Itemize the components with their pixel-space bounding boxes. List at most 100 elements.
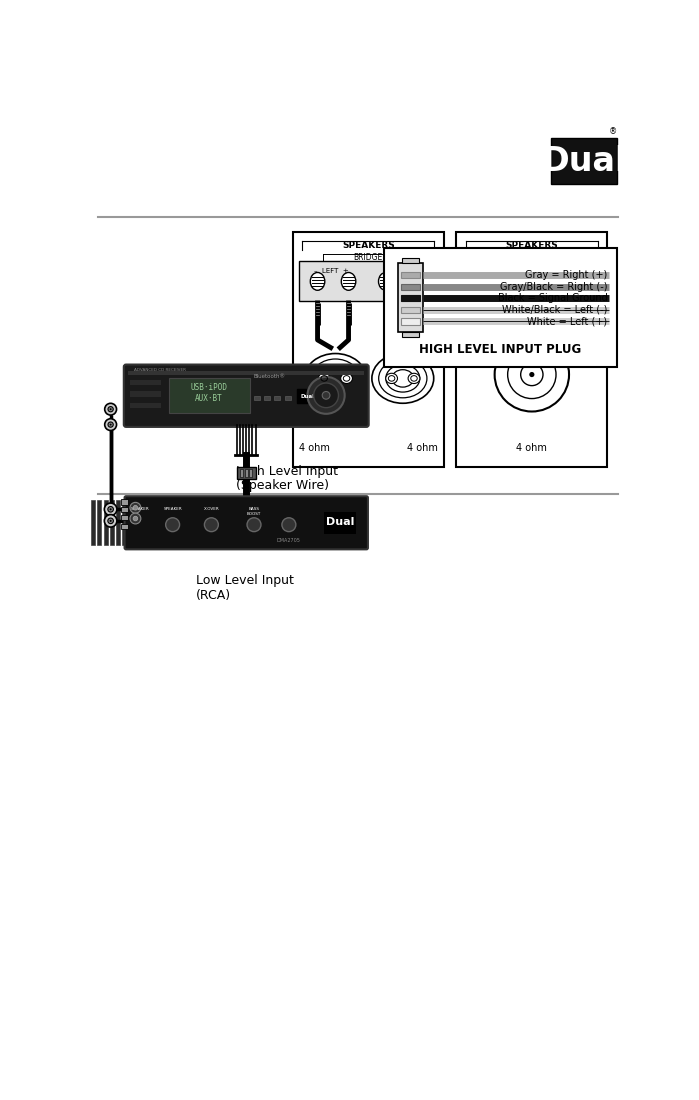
Circle shape [133,516,138,520]
Ellipse shape [378,273,393,290]
Bar [401,272,420,278]
Circle shape [110,424,112,426]
Bar [402,332,419,337]
Text: 4 ohm: 4 ohm [299,442,330,453]
Text: Dual: Dual [301,394,315,398]
Bar [401,307,420,312]
Bar [274,396,280,400]
Text: ®: ® [608,126,617,136]
Text: White/Black = Left (-): White/Black = Left (-) [502,305,607,315]
Bar [92,500,95,546]
Circle shape [110,408,112,410]
Text: Dual: Dual [326,517,354,527]
Ellipse shape [318,373,330,384]
Text: USB·iPOD: USB·iPOD [191,383,228,392]
Circle shape [108,518,113,524]
Text: BRIDGE: BRIDGE [517,253,547,262]
Text: BASS
BOOST: BASS BOOST [247,507,261,516]
Circle shape [105,404,117,415]
Circle shape [105,419,117,430]
Bar [384,248,617,367]
Bar [237,466,256,478]
Circle shape [322,392,330,399]
Ellipse shape [474,273,489,290]
Circle shape [247,518,261,531]
Bar [129,371,364,374]
Bar [130,392,161,397]
Bar [398,263,423,332]
Bar [285,396,291,400]
Bar [97,500,101,546]
Bar [296,389,318,403]
Circle shape [133,506,138,510]
Bar [293,232,444,466]
Bar [324,513,356,534]
Bar [122,524,128,529]
Bar [254,396,260,400]
Circle shape [108,407,113,411]
Ellipse shape [542,273,556,290]
Circle shape [495,338,569,411]
Ellipse shape [575,273,589,290]
Text: AUX·BT: AUX·BT [195,394,223,403]
Text: Gray/Black = Right (-): Gray/Black = Right (-) [500,282,607,292]
Circle shape [166,518,180,531]
Circle shape [108,506,113,513]
Bar [401,284,420,290]
Ellipse shape [411,273,426,290]
Text: ADVANCED CD RECEIVER: ADVANCED CD RECEIVER [134,368,186,372]
FancyBboxPatch shape [124,496,368,549]
Bar [401,295,420,301]
Bar [401,318,420,324]
Circle shape [104,503,117,516]
Text: Gray = Right (+): Gray = Right (+) [525,271,607,281]
Text: High Level Input
(Speaker Wire): High Level Input (Speaker Wire) [236,464,338,493]
Text: –  LEFT  +: – LEFT + [477,267,512,274]
Bar [168,377,250,412]
FancyBboxPatch shape [124,364,368,427]
Bar [122,500,126,546]
Circle shape [110,520,112,521]
Text: DMA2705: DMA2705 [277,538,301,542]
Bar [456,232,607,466]
Circle shape [314,383,338,408]
Ellipse shape [310,273,325,290]
Text: 4 ohm: 4 ohm [517,442,547,453]
Text: –  RIGHT  +: – RIGHT + [549,267,589,274]
Text: X-OVER: X-OVER [203,507,219,512]
Text: Low Level Input
(RCA): Low Level Input (RCA) [196,574,294,602]
Circle shape [130,513,141,524]
Bar [245,470,248,477]
Text: BRIDGE: BRIDGE [354,253,383,262]
Text: Bluetooth®: Bluetooth® [254,374,285,378]
Circle shape [104,515,117,527]
Bar [299,262,438,301]
Text: SPEAKER: SPEAKER [131,507,150,512]
Circle shape [130,503,141,514]
Circle shape [308,377,345,414]
Bar [240,470,243,477]
Text: 4 ohm: 4 ohm [407,442,438,453]
Bar [122,515,128,520]
Bar [402,258,419,263]
Ellipse shape [505,273,519,290]
Circle shape [529,372,535,377]
Circle shape [282,518,296,531]
Circle shape [110,508,112,510]
Text: Black = Signal Ground: Black = Signal Ground [498,294,607,304]
Bar [250,470,252,477]
Ellipse shape [386,373,398,384]
Ellipse shape [305,353,366,404]
Text: SPEAKERS: SPEAKERS [505,242,559,251]
Bar [116,500,120,546]
Circle shape [108,422,113,427]
Bar [130,379,161,385]
Bar [122,507,128,513]
Bar [110,500,114,546]
Text: Dual: Dual [542,145,627,178]
Ellipse shape [408,373,420,384]
Text: –  LEFT  +: – LEFT + [314,267,349,274]
Text: White = Left (+): White = Left (+) [527,317,607,327]
Bar [463,262,601,301]
Bar [103,500,108,546]
